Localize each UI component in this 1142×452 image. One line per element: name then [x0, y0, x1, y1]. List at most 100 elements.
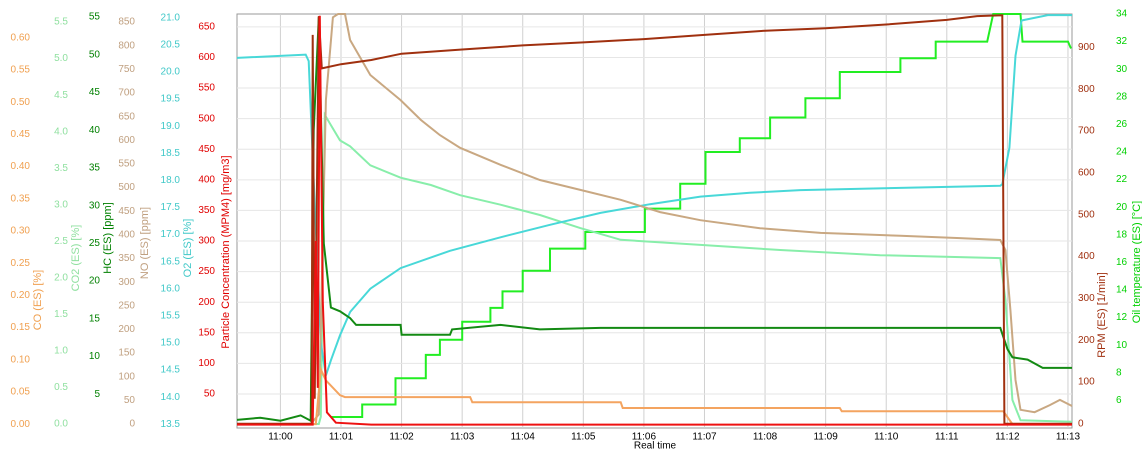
x-tick-label: 11:08 [753, 432, 778, 443]
y-axis-label: RPM (ES) [1/min] [1096, 272, 1108, 358]
y-axis-label: Oil temperature (ES) [°C] [1131, 201, 1142, 323]
y-tick-label: 30 [89, 200, 101, 211]
y-tick-label: 0 [1078, 418, 1084, 429]
y-tick-label: 0.25 [11, 258, 31, 269]
y-tick-label: 600 [198, 52, 215, 63]
y-tick-label: 26 [1116, 119, 1128, 130]
y-tick-label: 6 [1116, 395, 1122, 406]
y-tick-label: 400 [198, 174, 215, 185]
y-tick-label: 800 [1078, 84, 1095, 95]
y-axis-label: CO2 (ES) [%] [70, 225, 82, 292]
y-tick-label: 0.15 [11, 322, 31, 333]
y-tick-label: 15.5 [161, 310, 181, 321]
y-tick-label: 20.0 [161, 67, 181, 78]
x-tick-label: 11:05 [571, 432, 596, 443]
y-tick-label: 450 [198, 144, 215, 155]
y-axis-label: CO (ES) [%] [32, 270, 44, 331]
y-tick-label: 0.0 [54, 419, 68, 430]
y-tick-label: 16.0 [161, 283, 181, 294]
y-tick-label: 300 [198, 236, 215, 247]
y-tick-label: 350 [118, 253, 135, 264]
x-tick-label: 11:03 [450, 432, 475, 443]
y-tick-label: 32 [1116, 36, 1128, 47]
series-line [236, 14, 1072, 376]
y-tick-label: 5.5 [54, 17, 68, 28]
y-tick-label: 13.5 [161, 419, 181, 430]
y-tick-label: 550 [118, 159, 135, 170]
x-tick-label: 11:13 [1056, 432, 1081, 443]
y-tick-label: 0.30 [11, 226, 31, 237]
y-tick-label: 750 [118, 64, 135, 75]
x-tick-label: 11:09 [813, 432, 838, 443]
series-line [237, 15, 1072, 426]
y-tick-label: 22 [1116, 174, 1128, 185]
y-tick-label: 19.5 [161, 94, 181, 105]
y-axis-label: HC (ES) [ppm] [102, 202, 114, 274]
y-tick-label: 100 [1078, 377, 1095, 388]
y-tick-label: 650 [198, 21, 215, 32]
y-tick-label: 20 [1116, 202, 1128, 213]
y-tick-label: 10 [89, 351, 101, 362]
x-tick-label: 11:01 [329, 432, 354, 443]
y-tick-label: 400 [1078, 251, 1095, 262]
y-tick-label: 0.35 [11, 193, 31, 204]
y-tick-label: 0.20 [11, 290, 31, 301]
y-tick-label: 3.5 [54, 163, 68, 174]
y-tick-label: 50 [124, 395, 136, 406]
y-tick-label: 4.0 [54, 126, 68, 137]
y-tick-label: 5 [94, 389, 100, 400]
y-tick-label: 0.50 [11, 97, 31, 108]
y-tick-label: 100 [198, 358, 215, 369]
y-tick-label: 28 [1116, 91, 1128, 102]
y-tick-label: 20 [89, 276, 101, 287]
x-tick-label: 11:12 [995, 432, 1020, 443]
y-tick-label: 17.5 [161, 202, 181, 213]
x-tick-label: 11:07 [692, 432, 717, 443]
y-tick-label: 200 [198, 297, 215, 308]
y-tick-label: 300 [118, 277, 135, 288]
y-tick-label: 0.60 [11, 32, 31, 43]
y-tick-label: 600 [1078, 168, 1095, 179]
y-tick-label: 1.0 [54, 346, 68, 357]
y-tick-label: 25 [89, 238, 101, 249]
y-tick-label: 35 [89, 163, 101, 174]
y-tick-label: 15.0 [161, 338, 181, 349]
y-tick-label: 100 [118, 371, 135, 382]
y-tick-label: 10 [1116, 340, 1128, 351]
y-tick-label: 700 [118, 88, 135, 99]
y-tick-label: 18.0 [161, 175, 181, 186]
series-line [237, 13, 1073, 425]
y-tick-label: 14.5 [161, 365, 181, 376]
y-tick-label: 650 [118, 111, 135, 122]
y-tick-label: 15 [89, 313, 101, 324]
x-axis-label: Real time [634, 441, 677, 452]
y-tick-label: 24 [1116, 147, 1128, 158]
y-axis-label: Particle Concentration (MPM4) [mg/m3] [220, 155, 232, 348]
y-tick-label: 14 [1116, 285, 1128, 296]
y-tick-label: 0.5 [54, 382, 68, 393]
y-tick-label: 2.5 [54, 236, 68, 247]
series-line [330, 13, 1072, 418]
y-tick-label: 0.05 [11, 387, 31, 398]
x-tick-label: 11:06 [632, 432, 657, 443]
y-tick-label: 300 [1078, 293, 1095, 304]
plot-area [236, 13, 1073, 429]
y-tick-label: 550 [198, 83, 215, 94]
y-tick-label: 200 [1078, 335, 1095, 346]
y-tick-label: 1.5 [54, 309, 68, 320]
x-tick-label: 11:02 [389, 432, 414, 443]
y-tick-label: 17.0 [161, 229, 181, 240]
y-tick-label: 200 [118, 324, 135, 335]
y-tick-label: 16.5 [161, 256, 181, 267]
y-tick-label: 5.0 [54, 53, 68, 64]
series-line [237, 14, 1072, 425]
y-tick-label: 400 [118, 229, 135, 240]
y-tick-label: 3.0 [54, 199, 68, 210]
y-tick-label: 40 [89, 125, 101, 136]
y-tick-label: 18 [1116, 229, 1128, 240]
y-tick-label: 21.0 [161, 12, 181, 23]
y-axis-label: NO (ES) [ppm] [139, 207, 151, 279]
y-tick-label: 18.5 [161, 148, 181, 159]
y-tick-label: 12 [1116, 312, 1128, 323]
y-tick-label: 0.00 [11, 419, 31, 430]
